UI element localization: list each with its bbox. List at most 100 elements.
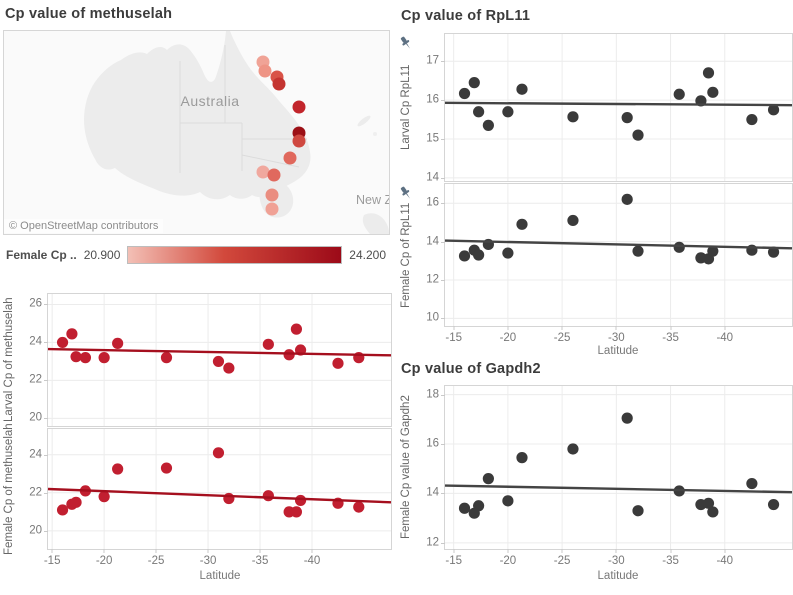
x-axis-tick-label: -15 (445, 332, 462, 344)
scatter-point[interactable] (56, 504, 69, 516)
scatter-point[interactable] (746, 113, 758, 126)
scatter-point[interactable] (283, 349, 295, 361)
scatter-point[interactable] (707, 245, 719, 257)
y-axis-tick-label: 10 (426, 311, 439, 324)
map-dot[interactable] (258, 64, 272, 78)
x-axis-tick-label: -35 (662, 332, 679, 344)
scatter-point[interactable] (262, 490, 274, 502)
scatter-point[interactable] (632, 505, 644, 517)
scatter-point[interactable] (707, 506, 719, 518)
x-axis-tick-mark (51, 549, 53, 553)
trend-line[interactable] (47, 487, 392, 504)
y-axis-tick-label: 12 (426, 536, 439, 549)
scatter-point[interactable] (473, 106, 485, 118)
scatter-point[interactable] (702, 497, 715, 509)
scatter-point[interactable] (673, 241, 685, 253)
scatter-point[interactable] (767, 246, 780, 258)
scatter-point[interactable] (79, 352, 92, 364)
scatter-point[interactable] (66, 328, 78, 340)
scatter-point[interactable] (332, 357, 344, 369)
scatter-point[interactable] (56, 336, 69, 349)
scatter-point[interactable] (223, 362, 235, 374)
x-axis-tick-mark (561, 326, 563, 330)
y-axis-tick-mark (441, 394, 445, 396)
map-dot[interactable] (272, 77, 285, 91)
scatter-point[interactable] (458, 502, 471, 514)
pinned-axis-icon[interactable] (398, 35, 414, 51)
scatter-point[interactable] (567, 443, 579, 455)
scatter-point[interactable] (160, 462, 173, 474)
trend-line[interactable] (47, 347, 392, 357)
x-axis-tick-mark (259, 549, 261, 553)
scatter-point[interactable] (767, 498, 780, 511)
scatter-point[interactable] (294, 494, 307, 507)
scatter-point[interactable] (482, 473, 494, 485)
scatter-point[interactable] (621, 412, 633, 424)
scatter-point[interactable] (458, 87, 471, 100)
legend-gradient-bar[interactable] (127, 246, 343, 264)
scatter-point[interactable] (212, 355, 225, 368)
map-dot[interactable] (256, 165, 270, 179)
scatter-point[interactable] (516, 452, 528, 464)
scatter-point[interactable] (70, 351, 82, 363)
scatter-point[interactable] (473, 249, 485, 261)
scatter-point[interactable] (632, 129, 644, 141)
scatter-point[interactable] (98, 352, 110, 364)
panel-larval-methuselah[interactable]: 20 22 24 26 Larval Cp of methuselah (3, 293, 392, 427)
scatter-point[interactable] (767, 104, 780, 116)
scatter-point[interactable] (160, 352, 173, 364)
scatter-point[interactable] (516, 83, 528, 95)
scatter-point[interactable] (290, 506, 303, 518)
scatter-point[interactable] (98, 491, 110, 503)
color-legend: Female Cp .. 20.900 24.200 (6, 245, 386, 265)
pinned-axis-icon[interactable] (398, 185, 414, 201)
y-axis-tick-mark (441, 493, 445, 495)
gapdh2-title: Cp value of Gapdh2 (401, 361, 541, 377)
scatter-point[interactable] (112, 337, 124, 349)
scatter-point[interactable] (502, 495, 514, 507)
trend-line[interactable] (444, 239, 793, 250)
y-axis-tick-label: 24 (29, 448, 42, 461)
scatter-point[interactable] (502, 247, 514, 259)
x-axis-tick-mark (507, 326, 509, 330)
australia-map[interactable]: Australia New Z © OpenStreetMap contribu… (3, 30, 390, 235)
panel-female-methuselah[interactable]: 20 22 24 Female Cp of methuselah -15 -20 -25 -3… (3, 423, 392, 567)
y-axis-tick-label: 22 (29, 373, 42, 386)
scatter-point[interactable] (516, 218, 528, 230)
scatter-point[interactable] (746, 477, 758, 490)
scatter-point[interactable] (468, 77, 480, 89)
map-dot[interactable] (283, 151, 297, 165)
scatter-point[interactable] (707, 86, 719, 98)
scatter-point[interactable] (223, 492, 235, 505)
scatter-point[interactable] (353, 501, 365, 513)
scatter-point[interactable] (673, 88, 685, 100)
scatter-point[interactable] (112, 463, 124, 475)
trend-line[interactable] (444, 101, 793, 107)
panel-female-gapdh2[interactable]: 12 14 16 18 Female Cp value of Gapdh2 -15 -20 -… (400, 385, 793, 567)
scatter-point[interactable] (262, 338, 274, 350)
scatter-point[interactable] (458, 250, 471, 262)
scatter-point[interactable] (632, 245, 644, 257)
map-dot[interactable] (267, 168, 280, 182)
y-axis-tick-mark (441, 444, 445, 446)
scatter-point[interactable] (502, 106, 514, 118)
trend-line[interactable] (444, 484, 793, 494)
scatter-point[interactable] (621, 112, 633, 124)
scatter-point[interactable] (621, 193, 633, 205)
panel-larval-rpl11[interactable]: 14 15 16 17 Larval Cp RpL11 (400, 33, 793, 183)
scatter-point[interactable] (70, 496, 82, 508)
map-dot[interactable] (265, 188, 279, 202)
panel-female-rpl11[interactable]: 10 12 14 16 Female Cp of RpL11 -15 -20 -25 -30 -3… (400, 183, 793, 344)
scatter-point[interactable] (473, 500, 485, 512)
map-dot[interactable] (292, 134, 306, 148)
scatter-point[interactable] (567, 111, 579, 123)
scatter-point[interactable] (482, 119, 494, 131)
scatter-point[interactable] (212, 447, 225, 459)
scatter-point[interactable] (702, 67, 715, 79)
y-axis-tick-mark (441, 203, 445, 205)
map-dot[interactable] (265, 202, 279, 216)
scatter-point[interactable] (290, 323, 303, 335)
x-axis-tick-label: -30 (608, 555, 625, 567)
scatter-point[interactable] (567, 214, 579, 227)
map-dot[interactable] (292, 100, 306, 114)
